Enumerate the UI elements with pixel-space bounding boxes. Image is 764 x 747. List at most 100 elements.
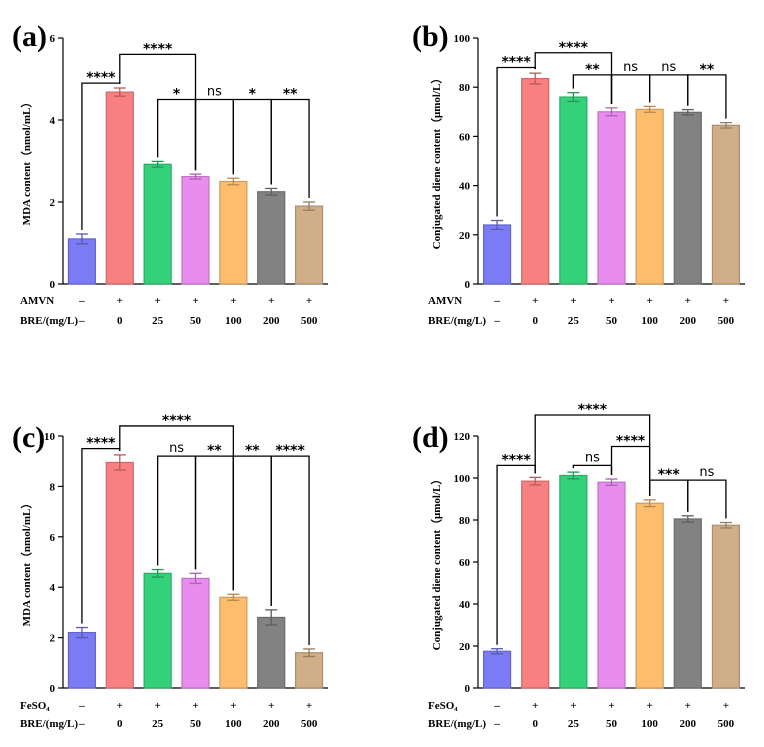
- y-axis-label: MDA content（nmol/mL）: [20, 97, 33, 226]
- significance-bracket: [648, 74, 689, 106]
- significance-bracket: [687, 479, 727, 519]
- significance-label: ****: [578, 402, 608, 418]
- row-value: 50: [606, 315, 618, 327]
- row-value: +: [723, 700, 729, 712]
- row-value: –: [493, 295, 500, 307]
- y-tick-label: 2: [50, 197, 56, 209]
- bar: [67, 238, 97, 285]
- row-value: –: [493, 700, 500, 712]
- row-value: 25: [568, 315, 580, 327]
- bar: [181, 577, 210, 689]
- row-value: +: [685, 295, 691, 307]
- row-value: 25: [152, 315, 164, 327]
- y-tick-label: 100: [454, 473, 471, 485]
- row-value: +: [117, 295, 123, 307]
- y-tick-label: 20: [459, 641, 471, 653]
- row-value: 0: [117, 718, 123, 730]
- bar: [219, 596, 248, 689]
- bar: [635, 502, 664, 689]
- significance-bracket: [610, 74, 651, 104]
- bar: [294, 652, 324, 689]
- bar: [597, 481, 626, 689]
- row-value: –: [78, 315, 85, 327]
- significance-bracket: [270, 455, 310, 645]
- bar: [597, 111, 626, 285]
- row-value: –: [78, 700, 85, 712]
- bar: [257, 616, 286, 689]
- significance-label: ****: [86, 70, 116, 86]
- row-value: +: [155, 700, 161, 712]
- significance-bracket: [232, 455, 272, 606]
- bar: [521, 480, 550, 689]
- row-value: 50: [190, 718, 202, 730]
- row-value: +: [608, 700, 614, 712]
- row-label: BRE/(mg/L): [428, 315, 486, 327]
- row-value: +: [117, 700, 123, 712]
- row-value: –: [78, 295, 85, 307]
- row-value: +: [230, 295, 236, 307]
- significance-label: *: [173, 87, 181, 103]
- row-value: 0: [532, 315, 538, 327]
- row-label: FeSO₄: [428, 700, 458, 712]
- y-tick-label: 60: [459, 131, 471, 143]
- row-value: 25: [152, 718, 164, 730]
- row-value: 500: [718, 718, 735, 730]
- row-value: +: [230, 700, 236, 712]
- significance-label: ns: [169, 441, 184, 456]
- y-axis-label: Conjugated diene content（μmol/L）: [430, 73, 443, 250]
- panel-letter: (c): [12, 421, 45, 454]
- significance-label: ***: [658, 467, 681, 483]
- y-tick-label: 120: [454, 431, 471, 443]
- significance-label: **: [207, 443, 222, 459]
- y-axis-label: Conjugated diene content（μmol/L）: [430, 474, 443, 651]
- panel-letter: (b): [412, 20, 449, 53]
- bar: [219, 180, 248, 285]
- y-tick-label: 40: [459, 599, 471, 611]
- bar: [559, 96, 588, 285]
- bar: [711, 124, 741, 285]
- row-value: 25: [568, 718, 580, 730]
- y-tick-label: 0: [465, 279, 471, 291]
- row-label: BRE/(mg/L): [20, 718, 78, 730]
- significance-label: ****: [559, 40, 589, 56]
- significance-label: ****: [616, 434, 646, 450]
- row-value: +: [723, 295, 729, 307]
- row-value: 500: [718, 315, 735, 327]
- significance-label: ****: [275, 443, 305, 459]
- y-tick-label: 0: [50, 683, 56, 695]
- row-value: –: [493, 718, 500, 730]
- row-value: +: [647, 700, 653, 712]
- y-tick-label: 80: [459, 515, 471, 527]
- row-label: BRE/(mg/L): [428, 718, 486, 730]
- row-label: AMVN: [20, 295, 54, 307]
- row-value: +: [647, 295, 653, 307]
- bar: [181, 175, 210, 285]
- row-value: 0: [117, 315, 123, 327]
- significance-bracket: [156, 455, 197, 570]
- bar: [105, 91, 134, 285]
- row-label: FeSO₄: [20, 700, 50, 712]
- y-tick-label: 10: [44, 431, 56, 443]
- significance-bracket: [194, 98, 235, 175]
- bar: [67, 631, 97, 689]
- y-axis-label: MDA content（nmol/mL）: [20, 498, 33, 627]
- row-value: +: [532, 700, 538, 712]
- bar: [559, 474, 588, 689]
- row-value: +: [570, 700, 576, 712]
- row-label: AMVN: [428, 295, 462, 307]
- row-value: 500: [301, 315, 318, 327]
- significance-label: ****: [501, 55, 531, 71]
- significance-bracket: [687, 74, 727, 119]
- significance-label: ns: [623, 60, 638, 75]
- row-value: 100: [225, 718, 242, 730]
- bar: [482, 224, 512, 285]
- row-value: +: [608, 295, 614, 307]
- y-tick-label: 40: [459, 181, 471, 193]
- y-tick-label: 80: [459, 82, 471, 94]
- bar: [673, 518, 702, 689]
- y-tick-label: 0: [50, 279, 56, 291]
- bar: [521, 77, 550, 285]
- significance-label: ****: [162, 413, 192, 429]
- row-value: +: [306, 295, 312, 307]
